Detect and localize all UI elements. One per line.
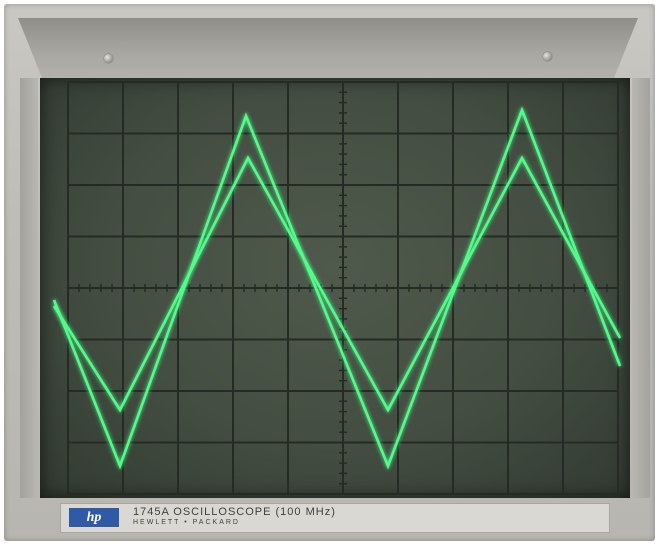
screw-icon: [543, 52, 552, 61]
manufacturer-label: HEWLETT • PACKARD: [133, 519, 240, 526]
waveform-traces: [52, 106, 622, 470]
crt-screen: [40, 78, 630, 498]
label-plate: hp 1745A OSCILLOSCOPE (100 MHz) HEWLETT …: [60, 503, 610, 533]
trace-2: [52, 106, 622, 470]
right-bezel-strip: [632, 78, 650, 498]
hp-logo-icon: hp: [69, 508, 119, 527]
screen-hood: [18, 18, 638, 80]
model-label: 1745A OSCILLOSCOPE (100 MHz): [133, 506, 336, 518]
screw-icon: [104, 54, 113, 63]
left-bezel-strip: [20, 78, 38, 498]
graticule-and-traces: [52, 81, 622, 495]
trace-1: [52, 155, 622, 413]
